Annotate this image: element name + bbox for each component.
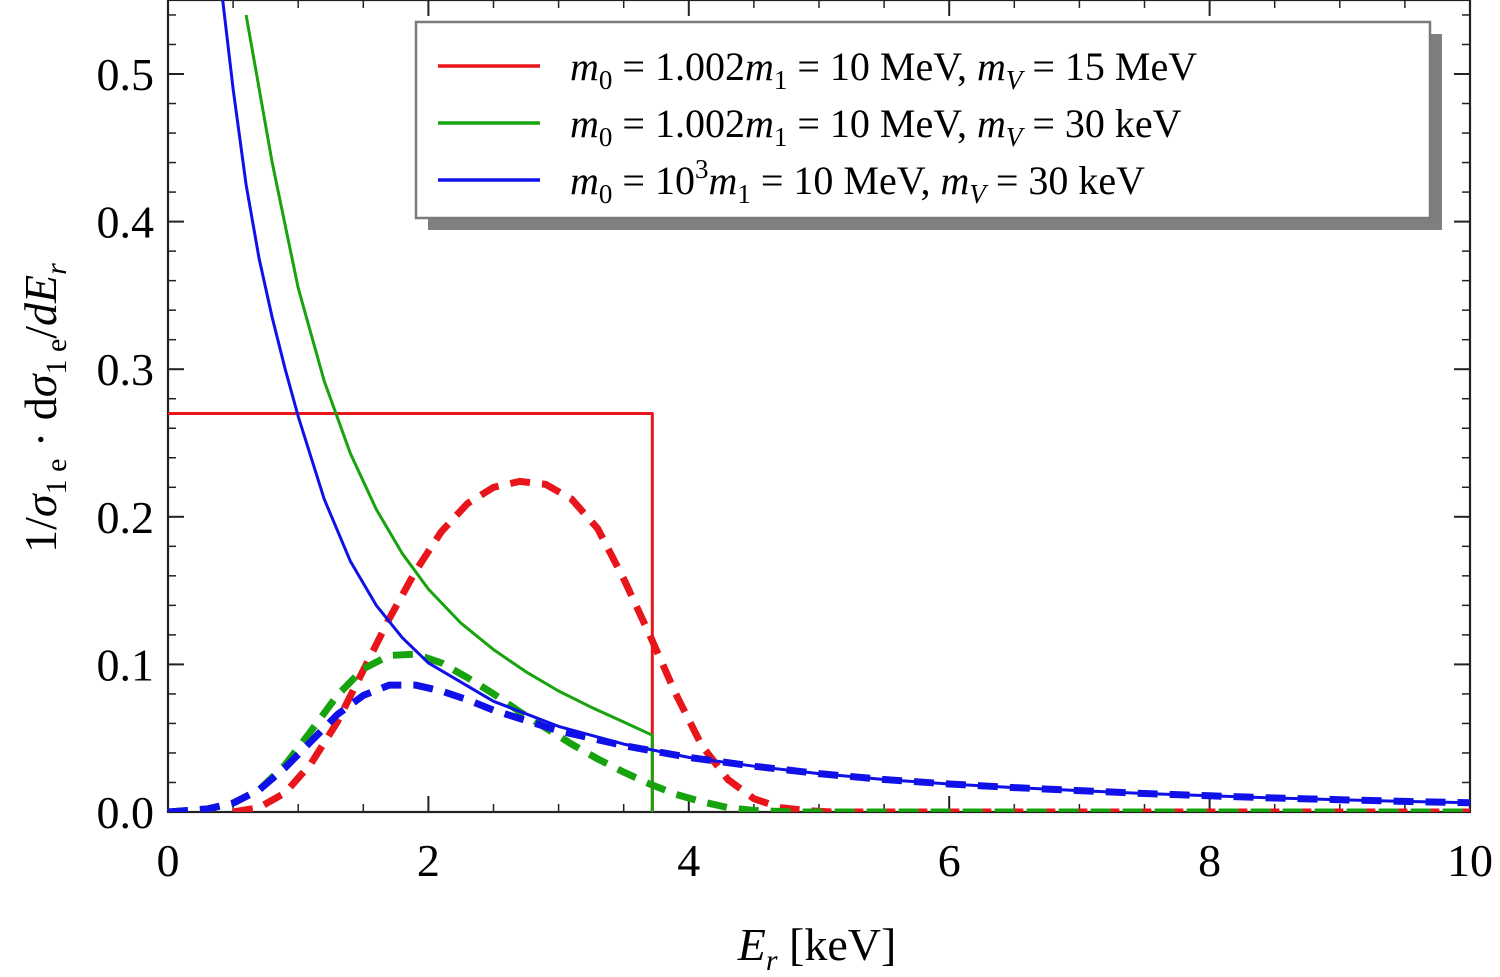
legend-label-part: 0 <box>599 179 613 209</box>
y-axis-mid: · d <box>15 397 66 458</box>
legend-label-part: = 10 MeV, <box>787 101 977 146</box>
tick-labels: 0 2 4 6 8 100.00.10.20.30.40.5 <box>97 49 1494 886</box>
y-tick-label: 0.3 <box>97 344 155 395</box>
legend-label-part: = 1.002 <box>612 101 745 146</box>
y-axis-sigma2: σ <box>15 372 66 397</box>
legend-label-part: 1 <box>774 65 788 95</box>
series-group <box>168 0 1470 812</box>
y-tick-label: 0.0 <box>97 787 155 838</box>
legend-label-part: = 1.002 <box>612 44 745 89</box>
y-axis-title: 1/σ1 e · dσ1 e/dEr <box>15 263 73 553</box>
x-axis-sub: r <box>766 944 778 977</box>
legend-label-part: 1 <box>737 179 751 209</box>
legend-label-part: V <box>1006 122 1026 152</box>
series-line-green-dashed <box>168 650 1470 812</box>
y-tick-label: 0.4 <box>97 197 155 248</box>
legend-label-part: m <box>570 101 599 146</box>
y-axis-sub3: r <box>40 263 73 275</box>
legend-label-part: m <box>745 44 774 89</box>
legend-box <box>414 20 1432 220</box>
legend-label-part: m <box>977 101 1006 146</box>
y-tick-label: 0.2 <box>97 492 155 543</box>
y-axis-sigma: σ <box>15 492 66 517</box>
x-axis-title: Er [keV] <box>737 919 897 977</box>
y-axis-d: d <box>15 302 66 326</box>
x-tick-label: 2 <box>417 835 440 886</box>
x-tick-label: 4 <box>677 835 700 886</box>
x-tick-label: 10 <box>1447 835 1493 886</box>
y-tick-label: 0.5 <box>97 49 155 100</box>
legend-label-part: 1 <box>774 122 788 152</box>
x-axis-var: E <box>737 919 766 970</box>
x-tick-label: 0 <box>157 835 180 886</box>
legend-label: m0 = 1.002m1 = 10 MeV, mV = 15 MeV <box>570 44 1197 95</box>
x-tick-label: 6 <box>938 835 961 886</box>
legend-label-part: m <box>708 158 737 203</box>
legend-label-part: m <box>940 158 969 203</box>
legend-label-part: V <box>1006 65 1026 95</box>
legend-label-part: V <box>969 179 989 209</box>
y-axis-sub2: 1 e <box>40 339 73 375</box>
legend-label-part: m <box>745 101 774 146</box>
legend-label-part: 3 <box>695 154 709 184</box>
series-line-green-solid <box>244 14 654 812</box>
legend-label-part: = 30 keV <box>986 158 1145 203</box>
series-line-red-solid <box>168 412 654 812</box>
legend-label-part: m <box>570 158 599 203</box>
x-tick-label: 8 <box>1198 835 1221 886</box>
x-axis-unit: [keV] <box>778 919 897 970</box>
legend-label-part: = 10 MeV, <box>751 158 941 203</box>
legend-label: m0 = 1.002m1 = 10 MeV, mV = 30 keV <box>570 101 1182 152</box>
series-line-blue-solid <box>221 0 1470 805</box>
y-tick-label: 0.1 <box>97 639 155 690</box>
y-axis-E: E <box>15 275 66 304</box>
legend-label-part: 0 <box>599 122 613 152</box>
legend-label-part: = 30 keV <box>1022 101 1181 146</box>
legend-label-part: = 10 <box>612 158 695 203</box>
legend-label-part: = 10 MeV, <box>787 44 977 89</box>
y-axis-slash: / <box>15 326 66 339</box>
legend-label-part: m <box>570 44 599 89</box>
legend-label-part: = 15 MeV <box>1022 44 1197 89</box>
legend-label: m0 = 103m1 = 10 MeV, mV = 30 keV <box>570 154 1145 209</box>
legend-label-part: 0 <box>599 65 613 95</box>
legend-label-part: m <box>977 44 1006 89</box>
y-axis-pre: 1/ <box>15 517 66 553</box>
y-axis-sub1: 1 e <box>40 459 73 495</box>
series-line-red-dashed <box>232 477 1470 812</box>
